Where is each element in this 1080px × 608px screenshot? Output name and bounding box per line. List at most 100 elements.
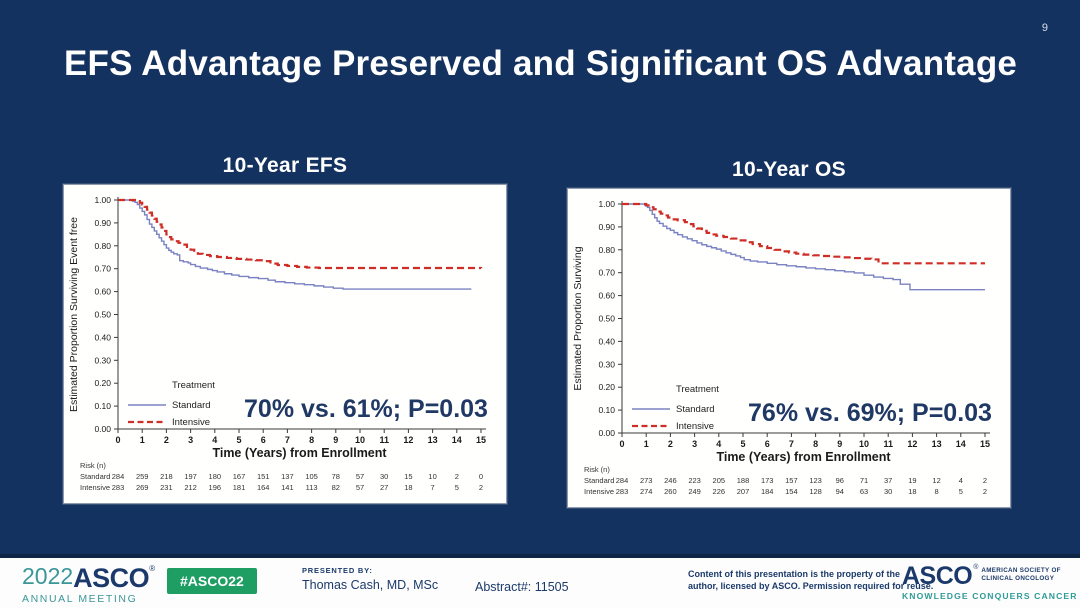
x-tick-label: 14 <box>452 435 462 445</box>
legend: Treatment Standard Intensive <box>632 384 719 432</box>
risk-value: 2 <box>455 472 459 481</box>
risk-value: 18 <box>908 487 916 496</box>
result-annotation: 70% vs. 61%; P=0.03 <box>244 395 488 423</box>
y-tick-label: 0.90 <box>94 218 111 228</box>
risk-value: 78 <box>332 472 340 481</box>
risk-value: 15 <box>404 472 412 481</box>
risk-value: 184 <box>761 487 774 496</box>
axes <box>114 197 486 433</box>
x-tick-label: 2 <box>668 439 673 449</box>
x-tick-label: 10 <box>355 435 365 445</box>
risk-value: 12 <box>932 476 940 485</box>
x-axis-label: Time (Years) from Enrollment <box>212 446 387 460</box>
risk-value: 105 <box>305 472 318 481</box>
risk-value: 246 <box>664 476 677 485</box>
risk-value: 10 <box>428 472 436 481</box>
x-tick-label: 15 <box>476 435 486 445</box>
y-tick-label: 0.80 <box>598 245 615 255</box>
risk-value: 269 <box>136 483 149 492</box>
y-tick-label: 0.10 <box>598 405 615 415</box>
risk-value: 4 <box>959 476 963 485</box>
risk-value: 167 <box>233 472 246 481</box>
risk-value: 283 <box>112 483 125 492</box>
chart-efs: 10-Year EFS 0.00 0.10 0.20 0.30 0.40 0.50 0.60… <box>63 154 507 504</box>
risk-value: 30 <box>380 472 388 481</box>
risk-value: 94 <box>836 487 844 496</box>
x-tick-label: 9 <box>837 439 842 449</box>
x-tick-label: 8 <box>813 439 818 449</box>
legend-title: Treatment <box>676 384 719 395</box>
risk-value: 2 <box>479 483 483 492</box>
risk-table-label: Risk (n) <box>584 465 610 474</box>
risk-value: 57 <box>356 472 364 481</box>
series-intensive <box>622 202 985 265</box>
presented-by-label: PRESENTED BY: <box>302 566 373 575</box>
x-tick-label: 5 <box>740 439 745 449</box>
risk-value: 63 <box>860 487 868 496</box>
risk-value: 173 <box>761 476 774 485</box>
os-kaplan-meier-plot: 0.00 0.10 0.20 0.30 0.40 0.50 0.60 0.70 0.80 0.90… <box>572 199 992 496</box>
y-tick-label: 1.00 <box>94 195 111 205</box>
risk-value: 231 <box>160 483 173 492</box>
x-tick-label: 5 <box>236 435 241 445</box>
chart-os-panel: 0.00 0.10 0.20 0.30 0.40 0.50 0.60 0.70 0.80 0.90… <box>567 188 1011 508</box>
page-number: 9 <box>1041 22 1048 34</box>
risk-row-name: Intensive <box>584 487 614 496</box>
risk-value: 260 <box>664 487 677 496</box>
y-tick-label: 0.40 <box>94 332 111 342</box>
risk-value: 223 <box>688 476 701 485</box>
x-tick-label: 4 <box>716 439 721 449</box>
x-tick-label: 7 <box>285 435 290 445</box>
asco-motto: KNOWLEDGE CONQUERS CANCER <box>902 591 1078 601</box>
risk-value: 164 <box>257 483 270 492</box>
risk-value: 218 <box>160 472 173 481</box>
x-tick-label: 1 <box>644 439 649 449</box>
risk-value: 205 <box>713 476 726 485</box>
asco-taglines: AMERICAN SOCIETY OF CLINICAL ONCOLOGY <box>981 567 1060 583</box>
risk-value: 30 <box>884 487 892 496</box>
asco-annual-meeting-logo: 2022ASCO® ANNUAL MEETING <box>22 565 155 605</box>
x-tick-label: 2 <box>164 435 169 445</box>
risk-value: 188 <box>737 476 750 485</box>
x-tick-label: 14 <box>956 439 966 449</box>
y-tick-label: 0.60 <box>598 291 615 301</box>
y-tick-label: 0.70 <box>94 264 111 274</box>
series-intensive <box>118 198 483 270</box>
risk-value: 273 <box>640 476 653 485</box>
risk-value: 123 <box>809 476 822 485</box>
x-tick-label: 13 <box>932 439 942 449</box>
risk-value: 180 <box>209 472 222 481</box>
y-tick-label: 0.30 <box>94 355 111 365</box>
y-tick-label: 0.60 <box>94 287 111 297</box>
risk-value: 212 <box>184 483 197 492</box>
chart-efs-title: 10-Year EFS <box>222 154 348 177</box>
x-tick-label: 8 <box>309 435 314 445</box>
presenter-name: Thomas Cash, MD, MSc <box>302 578 439 592</box>
x-tick-label: 7 <box>789 439 794 449</box>
risk-value: 226 <box>713 487 726 496</box>
y-tick-label: 0.20 <box>94 378 111 388</box>
risk-value: 196 <box>209 483 222 492</box>
registered-mark: ® <box>973 564 979 571</box>
risk-value: 283 <box>616 487 629 496</box>
risk-value: 82 <box>332 483 340 492</box>
meeting-org: ASCO <box>73 563 150 593</box>
risk-value: 128 <box>809 487 822 496</box>
efs-kaplan-meier-plot: 0.00 0.10 0.20 0.30 0.40 0.50 0.60 0.70 0.80 0.90… <box>68 195 488 492</box>
risk-value: 197 <box>184 472 197 481</box>
x-axis-label: Time (Years) from Enrollment <box>716 450 891 464</box>
slide-title: EFS Advantage Preserved and Significant … <box>64 44 1018 83</box>
legend: Treatment Standard Intensive <box>128 380 215 428</box>
risk-value: 18 <box>404 483 412 492</box>
x-tick-label: 0 <box>115 435 120 445</box>
legend-entry: Standard <box>676 404 715 415</box>
risk-row-name: Intensive <box>80 483 110 492</box>
x-tick-label: 6 <box>765 439 770 449</box>
footer-bar: 2022ASCO® ANNUAL MEETING #ASCO22 PRESENT… <box>0 554 1080 608</box>
y-tick-label: 0.50 <box>598 314 615 324</box>
y-tick-label: 1.00 <box>598 199 615 209</box>
x-tick-label: 3 <box>692 439 697 449</box>
risk-value: 259 <box>136 472 149 481</box>
x-tick-label: 9 <box>333 435 338 445</box>
